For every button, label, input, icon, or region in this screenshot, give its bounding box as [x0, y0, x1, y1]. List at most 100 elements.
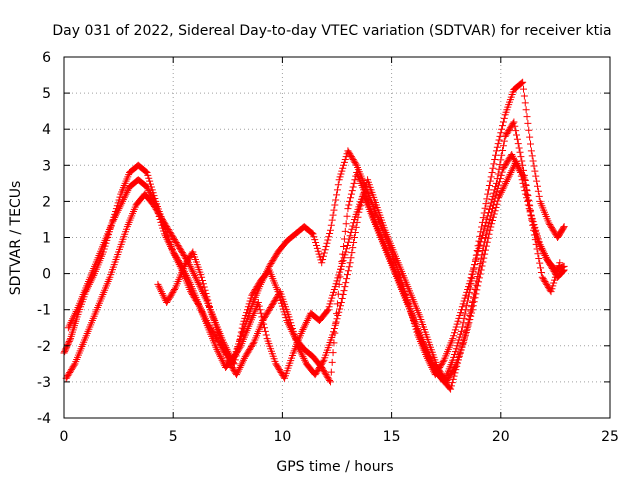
data-point-interp [346, 232, 354, 240]
data-point-interp [153, 204, 161, 212]
data-point-interp [243, 309, 251, 317]
data-point [283, 317, 291, 325]
data-point-interp [229, 365, 237, 373]
data-point [294, 342, 302, 350]
data-point-interp [116, 203, 124, 211]
data-point-interp [124, 187, 132, 195]
data-point-interp [287, 319, 295, 327]
data-point-interp [519, 172, 527, 180]
data-point-interp [150, 197, 158, 205]
data-point-interp [492, 204, 500, 212]
data-point-interp [349, 156, 357, 164]
data-point-interp [504, 128, 512, 136]
data-point-interp [488, 196, 496, 204]
data-point-interp [330, 328, 338, 336]
data-point-interp [174, 259, 182, 267]
data-point-interp [169, 288, 177, 296]
data-point-interp [507, 169, 515, 177]
data-point-interp [548, 285, 556, 293]
data-point-interp [490, 210, 498, 218]
data-point-interp [528, 216, 536, 224]
data-point-interp [473, 251, 481, 259]
data-point [326, 226, 334, 234]
data-point-interp [253, 283, 261, 291]
data-point-interp [447, 382, 455, 390]
data-point-interp [333, 186, 341, 194]
data-point [298, 327, 306, 335]
data-point-interp [157, 288, 165, 296]
data-point-interp [153, 207, 161, 215]
data-point-interp [196, 304, 204, 312]
series-track-a [60, 78, 568, 386]
data-point-interp [513, 131, 521, 139]
data-point-interp [481, 250, 489, 258]
data-point-interp [446, 372, 454, 380]
data-point-interp [315, 365, 323, 373]
data-point-interp [319, 252, 327, 260]
data-point-interp [172, 253, 180, 261]
data-point [560, 266, 568, 274]
data-point-interp [317, 361, 325, 369]
data-point-interp [266, 305, 274, 313]
data-point-interp [460, 297, 468, 305]
data-point-interp [312, 241, 320, 249]
data-point-interp [270, 255, 278, 263]
data-point [442, 378, 450, 386]
data-point-interp [295, 344, 303, 352]
data-point-interp [297, 349, 305, 357]
data-point-interp [486, 177, 494, 185]
data-point-interp [308, 229, 316, 237]
data-point-interp [506, 125, 514, 133]
data-point-interp [503, 158, 511, 166]
data-point-interp [521, 99, 529, 107]
data-point-interp [174, 241, 182, 249]
data-point-interp [68, 364, 76, 372]
data-point-interp [70, 311, 78, 319]
data-point-interp [189, 268, 197, 276]
data-point-interp [197, 306, 205, 314]
data-point-interp [486, 202, 494, 210]
data-point-interp [327, 221, 335, 229]
data-point-interp [66, 336, 74, 344]
data-point-interp [499, 146, 507, 154]
data-point-interp [171, 236, 179, 244]
data-point-interp [201, 313, 209, 321]
data-point-interp [462, 328, 470, 336]
data-point [311, 371, 319, 379]
data-point-interp [183, 258, 191, 266]
data-point [447, 385, 455, 393]
data-point-interp [478, 262, 486, 270]
y-tick-label: -4 [37, 411, 51, 427]
data-point-interp [444, 375, 452, 383]
data-point-interp [515, 163, 523, 171]
data-point-interp [529, 221, 537, 229]
data-point-interp [479, 228, 487, 236]
data-point-interp [437, 369, 445, 377]
data-point-interp [474, 282, 482, 290]
data-point-interp [347, 194, 355, 202]
data-point-interp [170, 250, 178, 258]
data-point-interp [482, 242, 490, 250]
data-point-interp [233, 348, 241, 356]
data-point-interp [298, 351, 306, 359]
data-point [176, 244, 184, 252]
data-point-interp [348, 154, 356, 162]
data-point-interp [406, 305, 414, 313]
data-point-interp [63, 373, 71, 381]
data-point-interp [467, 312, 475, 320]
data-point-interp [169, 233, 177, 241]
data-point-interp [532, 172, 540, 180]
data-point-interp [438, 371, 446, 379]
data-point-interp [336, 302, 344, 310]
data-point-interp [339, 164, 347, 172]
data-point-interp [181, 261, 189, 269]
data-point-interp [525, 201, 533, 209]
data-point-interp [479, 258, 487, 266]
data-point-interp [504, 174, 512, 182]
data-point-interp [552, 270, 560, 278]
data-point-interp [489, 213, 497, 221]
data-point-interp [339, 250, 347, 258]
data-point [346, 259, 354, 267]
data-point-interp [249, 340, 257, 348]
data-point-interp [458, 303, 466, 311]
